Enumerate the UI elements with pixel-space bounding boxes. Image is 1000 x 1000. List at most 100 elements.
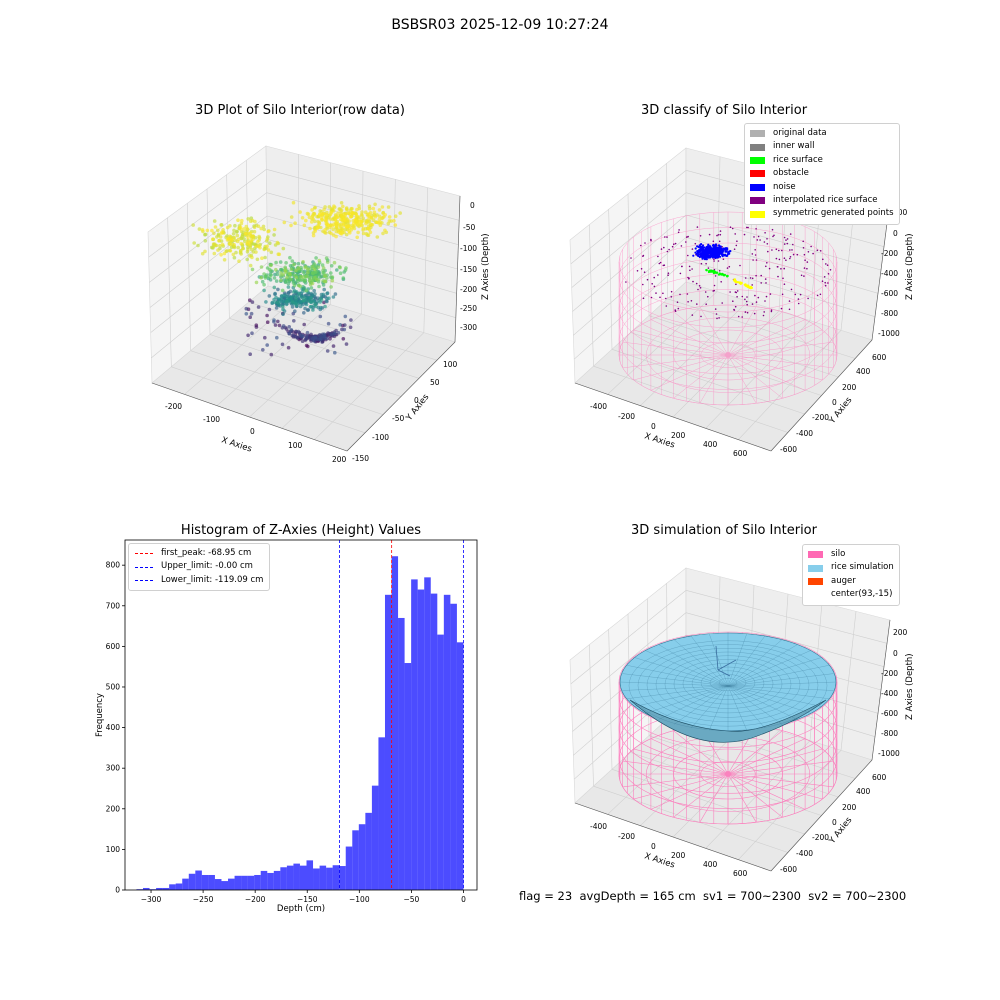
data-point xyxy=(257,244,261,248)
noise-point xyxy=(728,252,731,255)
data-point xyxy=(300,339,305,344)
symmetric-point xyxy=(743,283,746,286)
histogram-bar xyxy=(241,875,248,890)
symmetric-point xyxy=(734,279,737,282)
data-point xyxy=(255,257,260,262)
p4-legend-item-center: center(93,-15) xyxy=(808,588,894,601)
noise-point xyxy=(712,252,715,255)
data-point xyxy=(281,293,286,298)
noise-point xyxy=(703,246,706,249)
interpolated-point xyxy=(794,293,797,296)
interpolated-point xyxy=(646,278,649,281)
data-point xyxy=(270,300,275,305)
interpolated-point xyxy=(663,246,665,249)
noise-point xyxy=(712,244,716,247)
data-point xyxy=(231,252,236,257)
data-point xyxy=(261,224,266,229)
data-point xyxy=(347,229,351,234)
p2-ytick-2: -200 xyxy=(812,413,829,422)
interpolated-point xyxy=(677,307,680,310)
interpolated-point xyxy=(751,303,754,305)
data-point xyxy=(289,223,293,228)
interpolated-point xyxy=(653,285,656,288)
noise-point xyxy=(721,255,724,258)
data-point xyxy=(326,321,331,326)
data-point xyxy=(281,304,285,309)
histogram-bar xyxy=(365,812,372,890)
data-point xyxy=(263,255,267,260)
data-point xyxy=(331,227,335,232)
interpolated-point xyxy=(722,258,725,261)
interpolated-point xyxy=(790,288,793,291)
interpolated-point xyxy=(772,235,774,238)
data-point xyxy=(305,334,309,339)
interpolated-point xyxy=(816,294,819,297)
data-point xyxy=(292,283,297,288)
interpolated-point xyxy=(659,261,662,264)
interpolated-point xyxy=(658,262,661,265)
data-point xyxy=(373,202,377,207)
data-point xyxy=(273,300,277,305)
data-point xyxy=(249,239,253,243)
silo-floor-spoke xyxy=(622,354,729,369)
histogram-bar xyxy=(169,884,176,890)
data-point xyxy=(291,290,296,294)
data-point xyxy=(222,258,227,262)
data-point xyxy=(203,249,207,254)
interpolated-point xyxy=(731,227,734,230)
interpolated-point xyxy=(827,282,829,284)
noise-point xyxy=(717,244,721,247)
p2-ztick-0: 200 xyxy=(893,208,908,217)
data-point xyxy=(336,211,340,215)
data-point xyxy=(306,299,311,303)
data-point xyxy=(311,264,315,269)
histogram-bar xyxy=(339,866,346,890)
rice-surface-point xyxy=(715,271,718,274)
silo-floor-spoke xyxy=(727,306,757,356)
interpolated-point xyxy=(806,267,808,270)
data-point xyxy=(234,230,239,234)
data-point xyxy=(262,247,267,252)
interpolated-point xyxy=(819,250,822,252)
noise-point xyxy=(711,248,714,251)
interpolated-point xyxy=(696,226,699,228)
interpolated-point xyxy=(696,303,698,305)
data-point xyxy=(246,241,250,246)
histogram-bar xyxy=(156,887,163,890)
data-point xyxy=(234,250,238,255)
data-point xyxy=(320,263,325,267)
p2-legend-item-original: original data xyxy=(750,127,894,140)
interpolated-point xyxy=(734,233,736,235)
data-point xyxy=(296,261,301,266)
rice-surface-point xyxy=(723,274,726,277)
p2-ztick-3: -400 xyxy=(881,269,898,278)
interpolated-point xyxy=(707,267,710,269)
data-point xyxy=(393,223,398,227)
interpolated-point xyxy=(659,296,661,299)
histogram-bar xyxy=(267,872,274,890)
data-point xyxy=(243,231,248,236)
p2-legend-swatch-inner-wall xyxy=(750,143,765,151)
interpolated-point xyxy=(691,248,694,250)
symmetric-point xyxy=(750,286,754,289)
data-point xyxy=(284,261,288,265)
data-point xyxy=(302,223,307,228)
data-point xyxy=(248,231,253,235)
data-point xyxy=(273,291,277,296)
p1-xtick-0: -200 xyxy=(165,402,182,411)
interpolated-point xyxy=(789,255,792,258)
data-point xyxy=(303,278,307,282)
noise-point xyxy=(724,250,727,253)
data-point xyxy=(267,307,272,312)
p4-ztick-1: 0 xyxy=(893,649,898,658)
data-point xyxy=(309,296,313,300)
data-point xyxy=(302,322,307,327)
data-point xyxy=(323,304,327,309)
data-point xyxy=(378,223,383,227)
p2-ytick-1: -400 xyxy=(796,429,813,438)
data-point xyxy=(277,323,282,328)
interpolated-point xyxy=(644,242,646,244)
data-point xyxy=(246,235,250,240)
interpolated-point xyxy=(760,274,762,277)
histogram-bar xyxy=(326,867,333,890)
